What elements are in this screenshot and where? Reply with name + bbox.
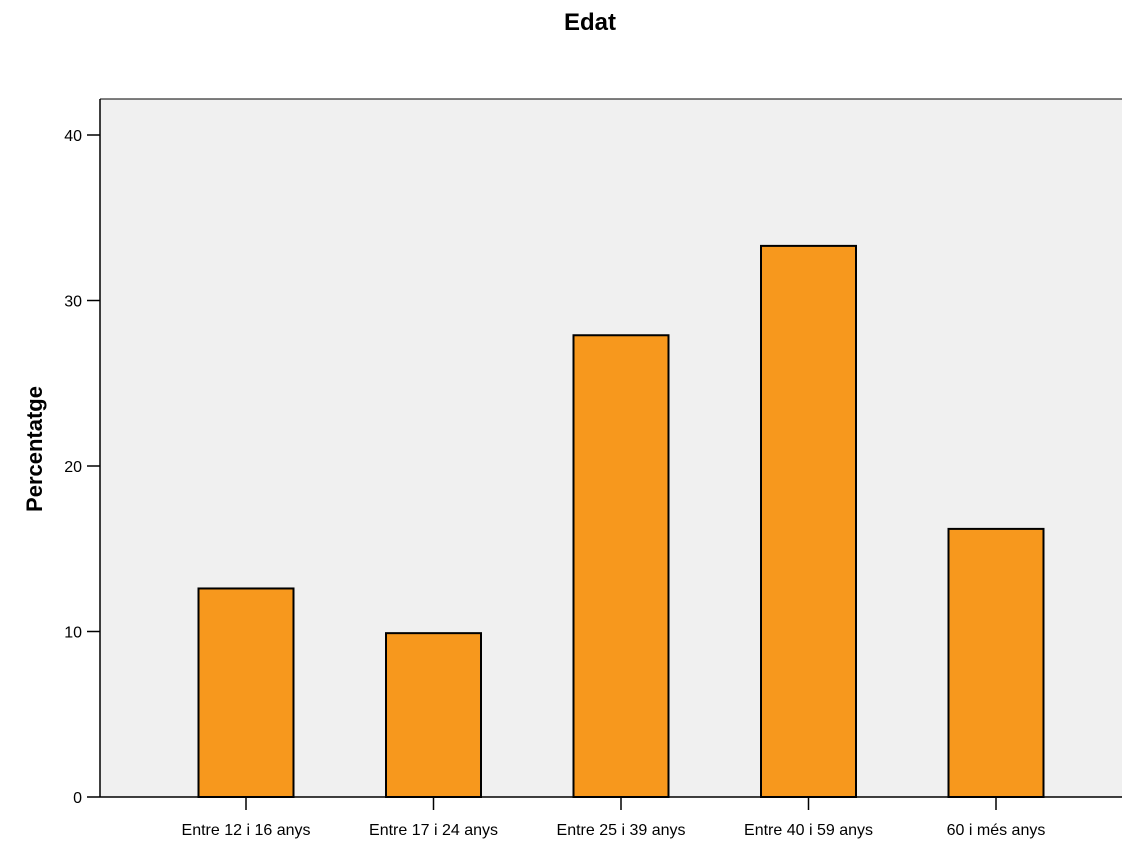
y-tick-label: 10 [64,625,82,642]
bar [197,587,295,798]
x-tick-label: Entre 40 i 59 anys [744,822,873,839]
x-tick-label: 60 i més anys [947,822,1046,839]
y-tick-label: 40 [64,128,82,145]
bar [947,527,1045,798]
x-tick-label: Entre 25 i 39 anys [557,822,686,839]
y-tick-label: 20 [64,459,82,476]
y-tick-label: 30 [64,294,82,311]
chart-title: Edat [564,9,616,36]
bar [760,244,857,798]
y-axis-label: Percentatge [22,386,47,512]
y-tick-label: 0 [73,790,82,807]
bars-group [197,244,1045,799]
x-tick-label: Entre 12 i 16 anys [182,822,311,839]
bar [572,334,670,798]
x-tick-label: Entre 17 i 24 anys [369,822,498,839]
axes-group: 0 10 20 30 40 Entre 12 i 16 anys Entre 17 i 24… [64,98,1122,839]
bar [385,632,482,799]
